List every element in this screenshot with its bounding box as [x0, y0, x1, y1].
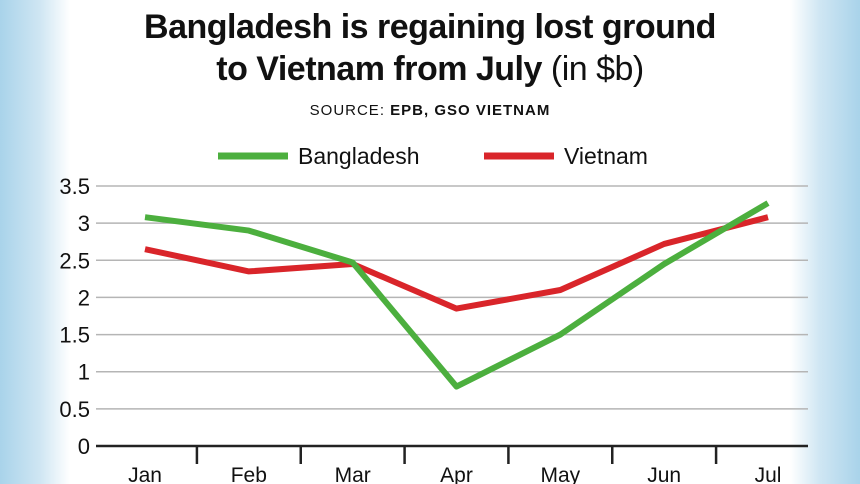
- series-line-vietnam: [144, 214, 769, 312]
- legend-label-vietnam: Vietnam: [564, 143, 648, 169]
- x-tick-label: Jun: [647, 464, 681, 484]
- y-axis-ticks: 0 0.5 1 1.5 2 2.5 3 3.5: [59, 174, 90, 459]
- x-tick-label: Jan: [128, 464, 162, 484]
- x-tick-label: May: [540, 464, 580, 484]
- source-label: SOURCE:: [309, 102, 385, 119]
- series-lines: [144, 200, 770, 390]
- legend: Bangladesh Vietnam: [218, 143, 648, 169]
- title-unit: (in $b): [550, 50, 644, 88]
- x-tick-label: Feb: [231, 464, 267, 484]
- y-tick-label: 0: [78, 434, 90, 459]
- y-tick-label: 2.5: [59, 248, 90, 273]
- gridlines: [96, 185, 808, 410]
- x-tick-label: Mar: [335, 464, 371, 484]
- series-line-bangladesh: [144, 200, 770, 390]
- title-line-2: to Vietnam from July (in $b): [0, 48, 860, 90]
- x-axis: Jan Feb Mar Apr May Jun Jul: [96, 444, 808, 484]
- title-line-2-bold: to Vietnam from July: [216, 50, 542, 88]
- source-line: SOURCE: EPB, GSO VIETNAM: [0, 102, 860, 119]
- legend-label-bangladesh: Bangladesh: [298, 143, 420, 169]
- y-tick-label: 3: [78, 211, 90, 236]
- y-tick-label: 0.5: [59, 397, 90, 422]
- y-tick-label: 1: [78, 360, 90, 385]
- x-tick-label: Jul: [755, 464, 782, 484]
- x-tick-label: Apr: [440, 464, 473, 484]
- y-tick-label: 1.5: [59, 323, 90, 348]
- y-tick-label: 3.5: [59, 174, 90, 199]
- title-line-1: Bangladesh is regaining lost ground: [144, 8, 716, 46]
- y-tick-label: 2: [78, 285, 90, 310]
- chart-title: Bangladesh is regaining lost ground to V…: [0, 6, 860, 90]
- source-value: EPB, GSO VIETNAM: [390, 102, 551, 119]
